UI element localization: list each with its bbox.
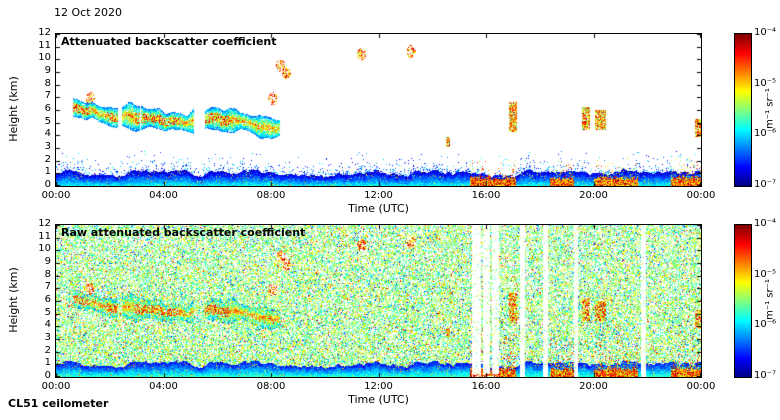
attenuated-backscatter-panel: Attenuated backscatter coefficient (55, 33, 702, 187)
colorbar-unit-label-bottom: m⁻¹ sr⁻¹ (764, 279, 776, 320)
y-tick-label: 11 (38, 39, 51, 51)
attenuated-backscatter-heatmap (56, 34, 701, 186)
x-tick-label: 08:00 (256, 190, 286, 201)
raw-attenuated-backscatter-heatmap (56, 225, 701, 377)
y-tick-label: 0 (44, 370, 51, 381)
y-tick-label: 5 (44, 306, 51, 318)
x-tick-label: 04:00 (149, 190, 178, 201)
colorbar-tick-label: 10⁻⁶ (754, 319, 777, 331)
colorbar-unit-label-top: m⁻¹ sr⁻¹ (764, 88, 776, 129)
x-tick-label: 00:00 (686, 190, 716, 201)
x-tick-label: 20:00 (579, 190, 608, 201)
y-tick-label: 9 (44, 256, 51, 267)
y-tick-label: 6 (44, 294, 51, 305)
y-tick-label: 7 (44, 90, 51, 102)
y-tick-label: 2 (44, 153, 51, 165)
x-tick-label: 04:00 (149, 381, 178, 392)
y-tick-label: 10 (38, 243, 51, 255)
x-tick-label: 08:00 (256, 381, 286, 392)
colorbar-tick-label: 10⁻⁴ (754, 218, 777, 229)
colorbar-tick-label: 10⁻⁷ (754, 179, 777, 190)
y-tick-label: 4 (44, 128, 51, 140)
y-axis-label-bottom: Height (km) (7, 267, 20, 333)
colorbar-gradient-bottom (735, 225, 751, 377)
y-tick-label: 11 (38, 230, 51, 242)
y-tick-label: 3 (44, 332, 51, 343)
x-tick-label: 00:00 (686, 381, 716, 392)
x-tick-label: 12:00 (364, 190, 393, 201)
x-tick-label: 20:00 (579, 381, 608, 392)
colorbar-tick-label: 10⁻⁴ (754, 27, 777, 38)
x-axis-label-top: Time (UTC) (348, 202, 409, 215)
x-axis-label-bottom: Time (UTC) (348, 393, 409, 406)
colorbar-tick-label: 10⁻⁵ (754, 268, 777, 280)
panel-title-attenuated: Attenuated backscatter coefficient (61, 35, 277, 48)
colorbar-bottom (734, 224, 752, 378)
y-tick-label: 2 (44, 344, 51, 356)
x-tick-label: 00:00 (41, 381, 71, 392)
x-tick-label: 16:00 (471, 381, 501, 392)
colorbar-tick-label: 10⁻⁷ (754, 370, 777, 381)
colorbar-top (734, 33, 752, 187)
y-tick-label: 9 (44, 65, 51, 76)
colorbar-tick-label: 10⁻⁵ (754, 77, 777, 89)
date-label: 12 Oct 2020 (54, 6, 123, 19)
y-tick-label: 8 (44, 268, 51, 280)
raw-attenuated-backscatter-panel: Raw attenuated backscatter coefficient (55, 224, 702, 378)
y-tick-label: 6 (44, 103, 51, 114)
y-tick-label: 3 (44, 141, 51, 152)
x-tick-label: 00:00 (41, 190, 71, 201)
y-tick-label: 10 (38, 52, 51, 64)
colorbar-gradient-top (735, 34, 751, 186)
instrument-label: CL51 ceilometer (8, 397, 109, 410)
y-tick-label: 5 (44, 115, 51, 127)
y-tick-label: 0 (44, 179, 51, 190)
y-tick-label: 12 (38, 218, 51, 229)
y-tick-label: 7 (44, 281, 51, 293)
y-tick-label: 1 (44, 357, 51, 369)
x-tick-label: 12:00 (364, 381, 393, 392)
y-tick-label: 12 (38, 27, 51, 38)
y-axis-label-top: Height (km) (7, 76, 20, 142)
colorbar-tick-label: 10⁻⁶ (754, 128, 777, 140)
y-tick-label: 8 (44, 77, 51, 89)
panel-title-raw: Raw attenuated backscatter coefficient (61, 226, 306, 239)
x-tick-label: 16:00 (471, 190, 501, 201)
y-tick-label: 1 (44, 166, 51, 178)
y-tick-label: 4 (44, 319, 51, 331)
